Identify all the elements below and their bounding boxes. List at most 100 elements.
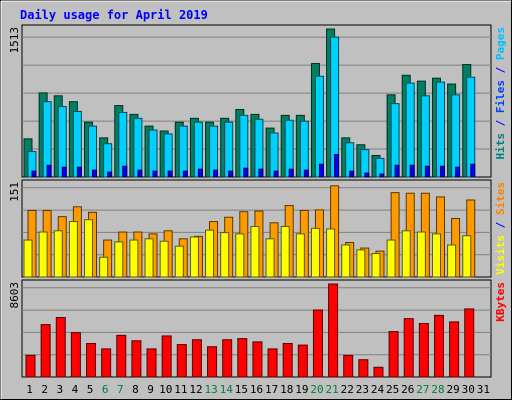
x-tick-label: 19 (295, 383, 308, 396)
bar-pages-day-8 (137, 169, 143, 178)
bar-files-day-20 (314, 75, 324, 178)
chart-panels: 1513 Hits / Files / Pages 151 Visits / Site… (8, 24, 507, 378)
bar-pages-day-5 (92, 169, 98, 178)
side-label-part: Visits (494, 235, 507, 275)
bar-kbytes-day-19 (297, 344, 308, 378)
x-tick-label: 22 (341, 383, 354, 396)
bar-files-day-11 (178, 125, 188, 178)
bar-kbytes-day-28 (433, 314, 444, 378)
side-label-part: Hits (494, 133, 507, 160)
bar-files-day-26 (405, 82, 415, 178)
bar-pages-day-21 (334, 154, 340, 178)
panel-max-label: 8603 (8, 282, 21, 309)
bar-kbytes-day-23 (358, 359, 369, 378)
bar-kbytes-day-17 (267, 348, 278, 378)
bar-sites-day-24 (371, 253, 381, 278)
bar-pages-day-27 (424, 165, 430, 178)
bar-files-day-29 (451, 94, 461, 178)
x-tick-label: 25 (386, 383, 399, 396)
bar-sites-day-22 (341, 244, 351, 278)
side-label-part: Sites (494, 182, 507, 215)
x-tick-label: 9 (147, 383, 154, 396)
bar-kbytes-day-18 (282, 342, 293, 378)
bar-sites-day-9 (144, 238, 154, 278)
side-label-part: Pages (494, 27, 507, 60)
x-tick-label: 21 (326, 383, 339, 396)
bar-files-day-17 (269, 132, 279, 178)
bar-files-day-30 (466, 76, 476, 178)
bar-pages-day-29 (455, 166, 461, 178)
x-tick-label: 11 (174, 383, 187, 396)
chart-title: Daily usage for April 2019 (20, 8, 208, 22)
x-tick-label: 1 (26, 383, 33, 396)
x-tick-label: 23 (356, 383, 369, 396)
bar-sites-day-11 (174, 245, 184, 278)
bar-pages-day-12 (197, 168, 203, 178)
bar-kbytes-day-13 (207, 346, 218, 378)
bar-kbytes-day-1 (25, 354, 36, 378)
bar-sites-day-13 (205, 229, 215, 278)
x-tick-label: 29 (447, 383, 460, 396)
x-tick-label: 17 (265, 383, 278, 396)
bar-pages-day-3 (61, 166, 67, 178)
bar-kbytes-day-29 (449, 321, 460, 378)
bar-pages-day-18 (288, 168, 294, 178)
panel-side-label: Visits / Sites (494, 182, 507, 275)
bar-sites-day-6 (99, 256, 109, 278)
x-tick-label: 24 (371, 383, 385, 396)
panel-side-label: KBytes (494, 282, 507, 322)
panel-visits-sites: 151 Visits / Sites (8, 179, 507, 278)
bar-sites-day-14 (220, 232, 230, 278)
bar-files-day-19 (299, 120, 309, 178)
bar-pages-day-6 (107, 171, 113, 178)
panel-max-label: 151 (8, 182, 21, 202)
x-tick-label: 18 (280, 383, 293, 396)
bar-kbytes-day-20 (312, 309, 323, 378)
bar-sites-day-18 (280, 225, 290, 278)
bar-kbytes-day-21 (328, 283, 339, 378)
bar-sites-day-1 (23, 239, 33, 278)
bar-sites-day-2 (38, 231, 48, 278)
x-tick-label: 4 (72, 383, 79, 396)
bar-kbytes-day-2 (40, 324, 51, 378)
x-tick-label: 13 (204, 383, 217, 396)
bar-pages-day-16 (258, 168, 264, 178)
bar-files-day-5 (88, 125, 98, 178)
bar-kbytes-day-30 (464, 308, 475, 378)
panel-side-label: Hits / Files / Pages (494, 27, 507, 160)
bar-pages-day-24 (379, 173, 385, 178)
x-tick-label: 20 (310, 383, 323, 396)
bar-files-day-27 (420, 95, 430, 178)
x-tick-label: 10 (159, 383, 172, 396)
bar-kbytes-day-22 (343, 354, 354, 378)
x-axis-labels: 1 2 3 4 5 6 7 8 9 10 11 12 13 14 15 16 17 18 19 20 21 22 23 24 2… (26, 383, 490, 396)
bar-kbytes-day-6 (101, 348, 112, 378)
bar-sites-day-19 (295, 233, 305, 278)
bar-files-day-8 (133, 117, 143, 178)
bar-kbytes-day-12 (191, 339, 202, 378)
panel-max-label: 1513 (8, 27, 21, 54)
bar-kbytes-day-3 (55, 317, 66, 378)
bar-sites-day-12 (189, 236, 199, 278)
x-tick-label: 27 (416, 383, 429, 396)
bar-kbytes-day-8 (131, 340, 142, 378)
bar-files-day-28 (435, 81, 445, 178)
x-tick-label: 5 (87, 383, 94, 396)
side-label-part: / (494, 60, 507, 80)
bar-kbytes-day-5 (86, 342, 97, 378)
panel-kbytes: 8603 KBytes (8, 279, 507, 378)
bar-pages-day-13 (213, 169, 219, 178)
bar-sites-day-8 (129, 239, 139, 278)
bar-files-day-16 (254, 118, 264, 178)
bar-files-day-9 (148, 129, 158, 178)
bar-sites-day-28 (431, 233, 441, 278)
bar-pages-day-20 (318, 163, 324, 178)
x-tick-label: 12 (189, 383, 202, 396)
bar-kbytes-day-15 (237, 338, 248, 378)
bar-sites-day-4 (68, 221, 78, 278)
bar-sites-day-20 (310, 227, 320, 278)
bar-pages-day-7 (122, 165, 128, 178)
bar-sites-day-23 (356, 249, 366, 278)
x-tick-label: 3 (57, 383, 64, 396)
